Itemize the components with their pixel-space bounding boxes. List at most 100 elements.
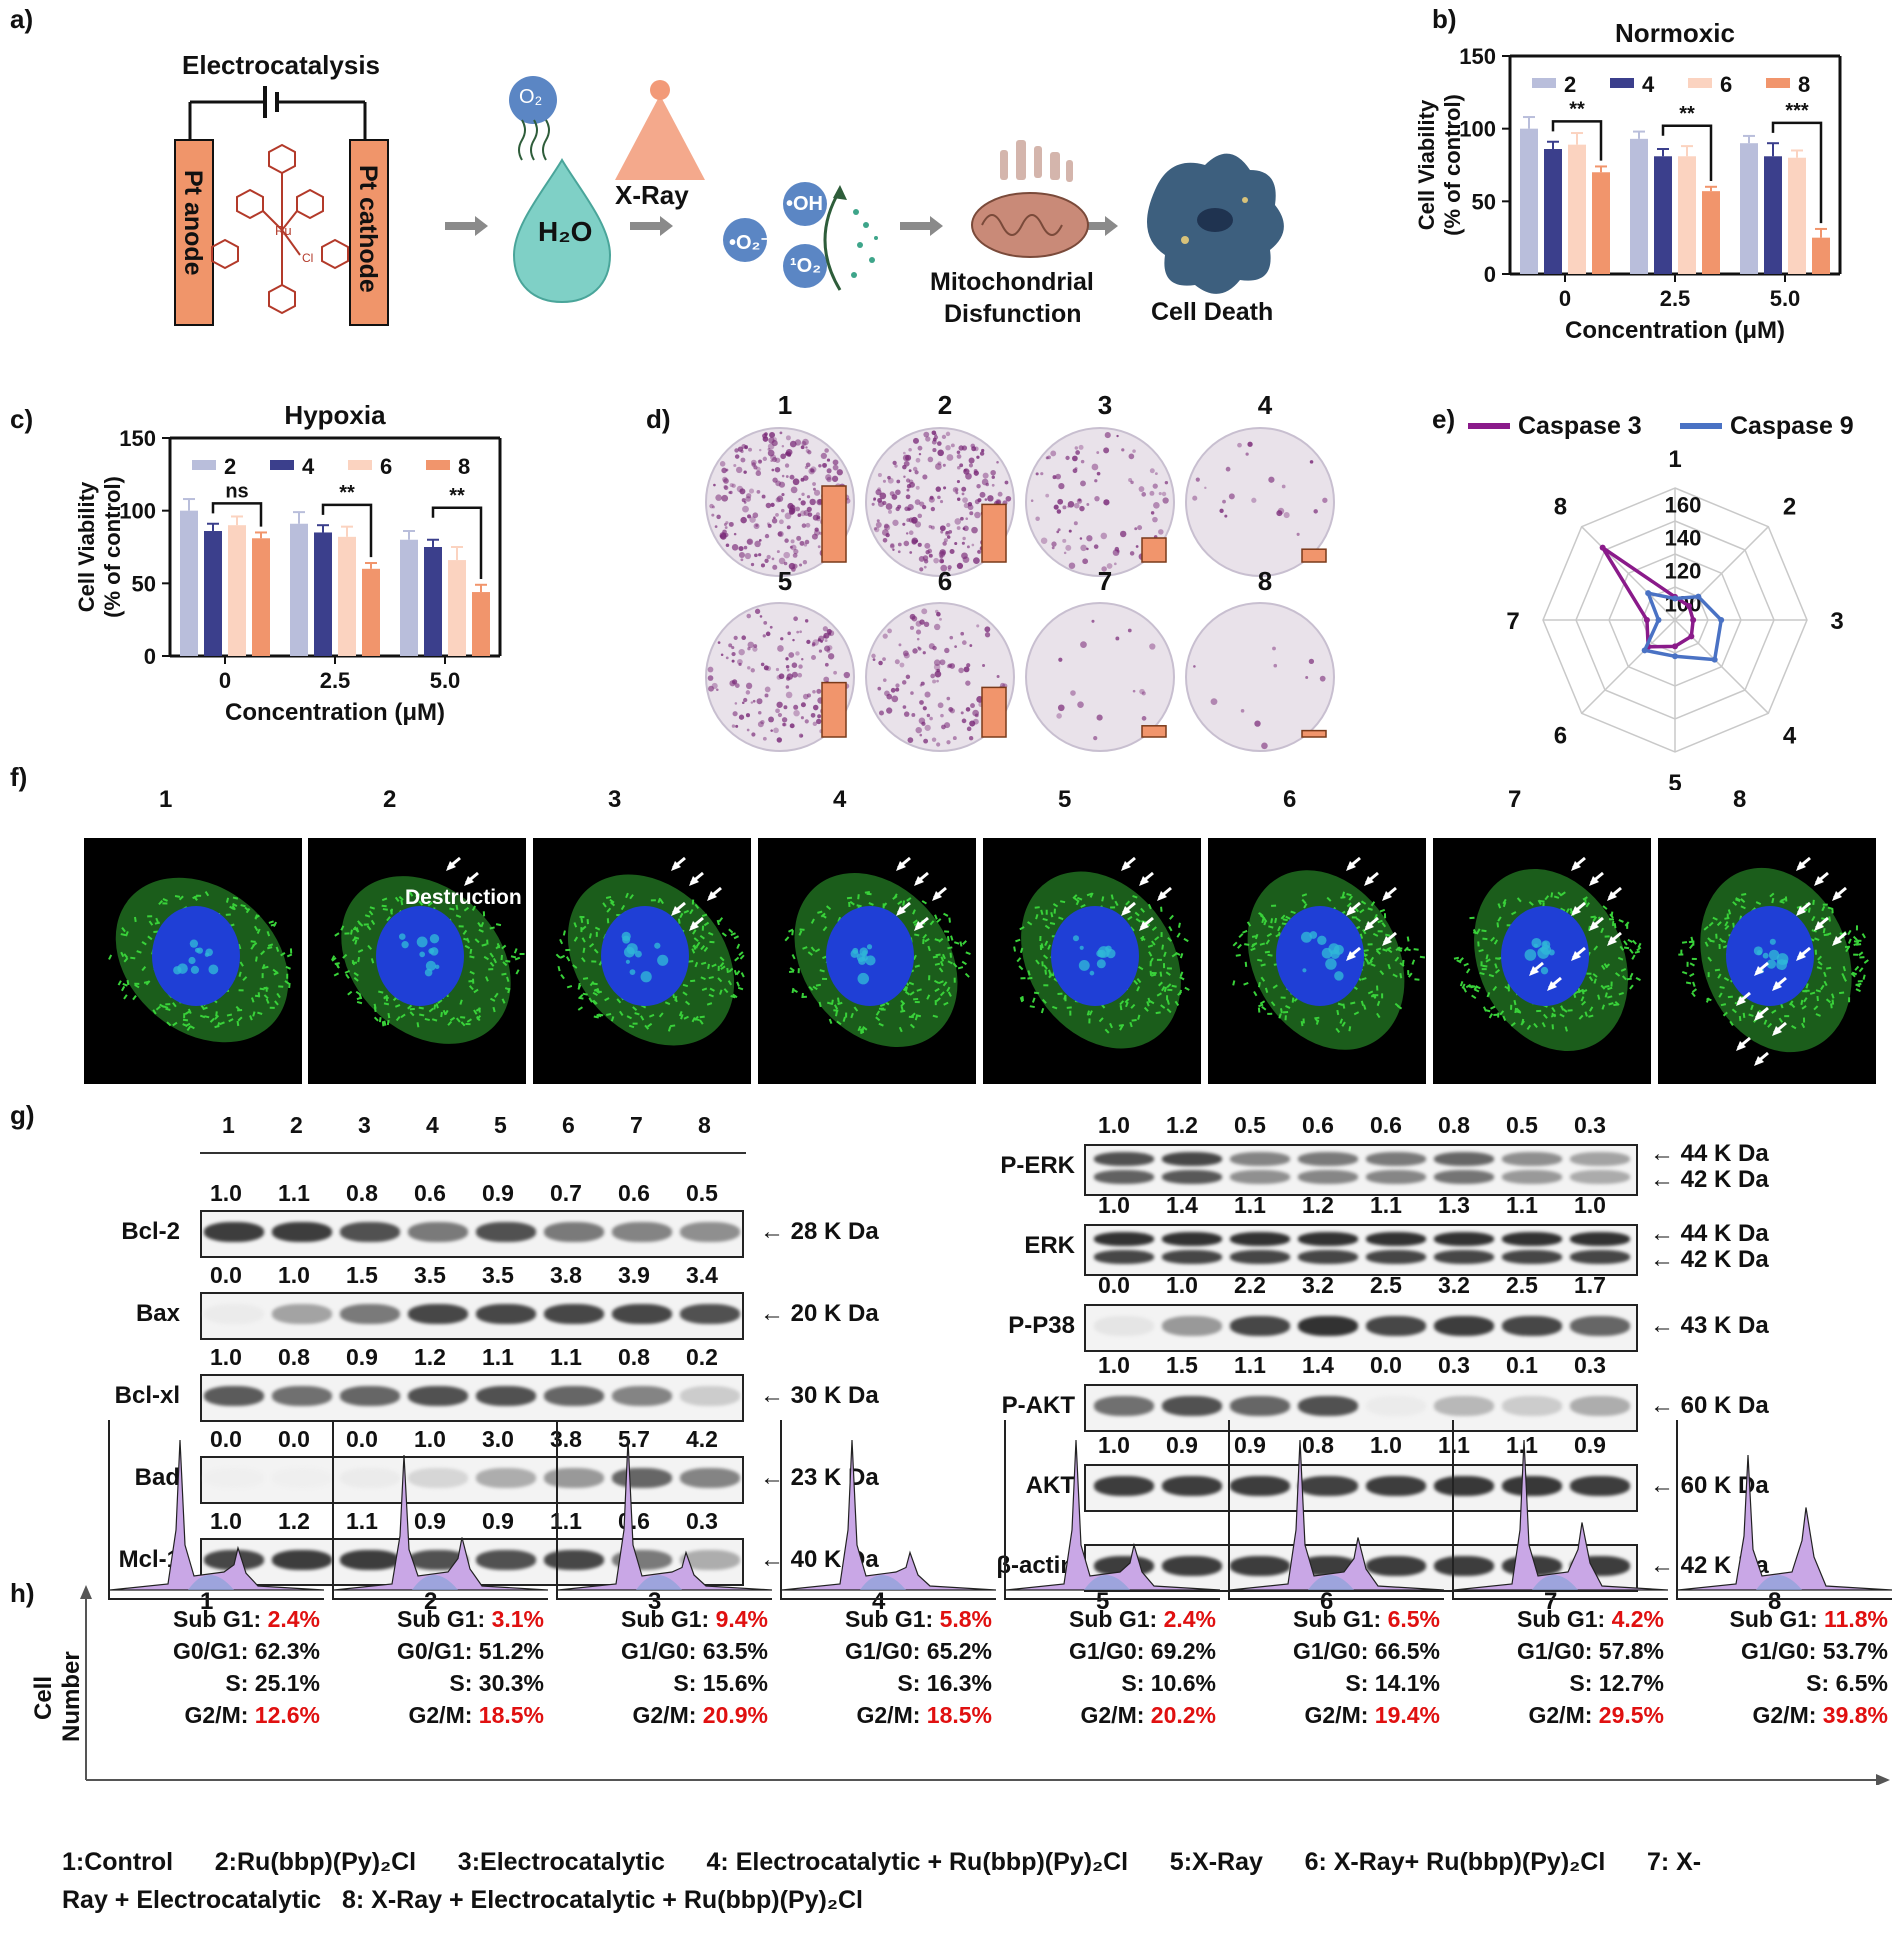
colony-dot: [708, 685, 714, 692]
arrow-icon-head: [464, 876, 474, 886]
colony-dot: [927, 456, 934, 463]
mitochondrion: [1130, 1003, 1136, 1009]
mitochondrion: [1779, 900, 1785, 904]
colony-dot: [877, 487, 881, 491]
flow-stats: Sub G1: 9.4% G1/G0: 63.5% S: 15.6% G2/M: 20…: [562, 1598, 772, 1778]
mitochondrion: [810, 918, 815, 924]
mitochondrion: [1040, 943, 1044, 949]
colony-dot: [772, 564, 778, 570]
colony-dot: [996, 499, 1001, 505]
mitochondrion: [640, 1015, 645, 1021]
quantification-value: 0.5: [686, 1180, 718, 1206]
flow-histogram: [782, 1439, 996, 1591]
mitochondrion: [682, 991, 688, 996]
mitochondrion: [383, 1002, 390, 1006]
mitochondrion: [1044, 969, 1048, 975]
mitochondrion: [1809, 991, 1816, 995]
colony-dot: [716, 514, 721, 520]
colony-dot: [946, 696, 951, 701]
mitochondrion: [370, 958, 375, 964]
y-axis-label: Cell Viability(% of control): [1414, 94, 1465, 236]
mitochondrion: [1377, 919, 1383, 924]
colony-dot: [871, 502, 875, 506]
colony-dot: [1149, 468, 1155, 474]
colony-dot: [746, 538, 754, 546]
quantification-value: 1.1: [1370, 1192, 1402, 1218]
mitochondrion: [1258, 912, 1264, 917]
radar-axis-label: 4: [1783, 723, 1797, 750]
colony-dot: [792, 553, 798, 558]
mitochondrion: [1154, 936, 1160, 941]
colony-dot: [917, 445, 923, 451]
mitochondrion: [1341, 1021, 1346, 1027]
mitochondrion: [562, 930, 566, 936]
mitochondrion: [875, 1010, 881, 1016]
mitochondrion: [1718, 992, 1723, 998]
mitochondrion: [1300, 1020, 1304, 1027]
colony-dot: [752, 646, 758, 652]
mitochondrion: [1611, 920, 1615, 927]
colony-dot: [734, 702, 738, 705]
mitochondrion: [225, 897, 230, 903]
mitochondrion: [1242, 929, 1248, 934]
nucleus: [1276, 906, 1364, 1006]
mitochondrion: [257, 1011, 263, 1015]
mitochondrion: [366, 925, 372, 931]
flow-stat-value: 4.2%: [1611, 1606, 1664, 1632]
mitochondrion: [1160, 932, 1163, 938]
colony-dot: [797, 672, 803, 678]
protein-band: [680, 1386, 740, 1406]
mitochondrion: [1717, 973, 1722, 979]
mitochondrion: [1604, 992, 1608, 998]
colony-dot: [741, 498, 746, 503]
mitochondrion: [455, 1017, 461, 1023]
colony-dot: [743, 545, 748, 550]
protein-band: [612, 1304, 672, 1324]
colony-dot: [896, 479, 901, 484]
protein-band: [1162, 1556, 1222, 1576]
mitochondrion: [1842, 976, 1847, 982]
colony-dot: [784, 463, 790, 468]
s-phase-area: [1308, 1575, 1354, 1590]
mitochondrion: [1502, 901, 1507, 908]
colony-dot: [961, 718, 967, 724]
colony-dot: [770, 729, 773, 732]
flow-stat-row: G2/M: 18.5%: [338, 1702, 545, 1729]
quantification-value: 1.0: [1098, 1432, 1130, 1458]
colony-dot: [774, 466, 781, 473]
protein-band-lower: [1502, 1170, 1562, 1184]
colony-dot: [1149, 490, 1155, 496]
quantification-value: 0.0: [1098, 1272, 1130, 1298]
mitochondrion: [1376, 1000, 1381, 1007]
colony-dot: [758, 539, 762, 542]
radar-axis-label: 1: [1668, 446, 1681, 473]
flow-stat-label: S:: [673, 1670, 703, 1696]
protein-band-upper: [1570, 1152, 1630, 1166]
colony-dot: [823, 676, 830, 683]
mitochondrion: [1258, 1003, 1264, 1008]
colony-dot: [1077, 701, 1084, 708]
colony-dot: [793, 704, 799, 710]
protein-band: [1570, 1316, 1630, 1336]
mitochondrion: [701, 961, 707, 965]
colony-dot: [723, 523, 727, 526]
mitochondrion: [1748, 1013, 1754, 1017]
mitochondrion: [648, 1013, 655, 1018]
protein-band: [1434, 1476, 1494, 1496]
colony-dot: [810, 468, 815, 473]
colony-dot: [929, 495, 934, 500]
arrow-icon-head: [689, 921, 699, 931]
colony-dot: [958, 667, 964, 674]
colony-dot: [785, 665, 790, 669]
mitochondrion: [592, 999, 598, 1005]
mitochondrion: [739, 954, 745, 960]
arrow-icon-head: [1121, 861, 1131, 871]
quantification-value: 0.3: [1574, 1112, 1606, 1138]
mitochondrion: [1857, 980, 1863, 983]
legend-swatch: [1766, 78, 1790, 88]
mitochondrion: [1569, 907, 1573, 914]
mitochondrion: [1043, 984, 1049, 987]
protein-band: [204, 1550, 264, 1570]
protein-band-lower: [1230, 1170, 1290, 1184]
mitochondrion: [355, 990, 361, 996]
